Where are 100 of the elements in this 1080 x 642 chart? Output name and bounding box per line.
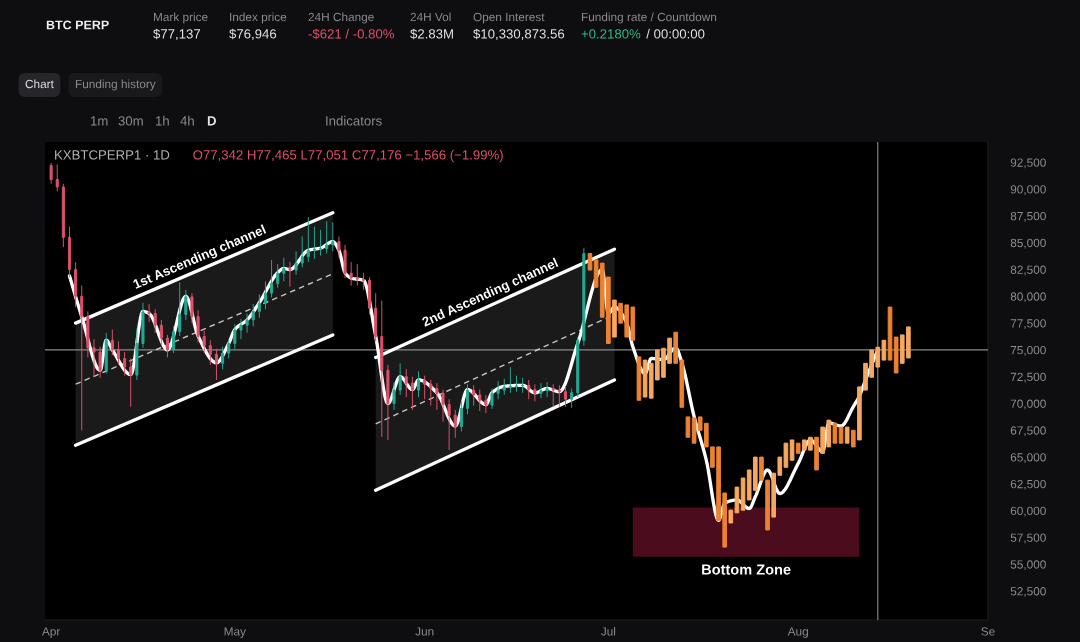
x-tick-label: Aug (787, 627, 808, 638)
candlestick (484, 394, 488, 414)
candlestick (612, 299, 617, 338)
candlestick (636, 356, 642, 401)
candlestick (527, 379, 531, 400)
y-tick-label: 77,500 (1010, 319, 1046, 329)
candlestick (159, 319, 163, 347)
text: -$621 / -0.80% (308, 28, 395, 40)
candlestick (508, 366, 512, 394)
candlestick (104, 332, 108, 374)
candlestick (789, 439, 795, 461)
candlestick (325, 220, 329, 254)
candlestick (245, 312, 249, 334)
text: 1h (156, 115, 169, 126)
candlestick (410, 376, 414, 411)
candlestick (196, 309, 200, 343)
candlestick (514, 375, 519, 393)
candlestick (67, 226, 72, 278)
candlestick (850, 429, 856, 448)
candlestick (141, 302, 145, 349)
candlestick (539, 382, 543, 399)
candlestick (453, 409, 457, 439)
candlestick (417, 370, 421, 398)
candlestick (86, 310, 90, 358)
candlestick (490, 388, 494, 410)
text: $77,137 (153, 28, 201, 41)
text: 30m (118, 116, 143, 126)
candlestick (844, 426, 850, 444)
text: Indicators (326, 115, 382, 126)
y-tick-label: 85,000 (1010, 238, 1046, 249)
candlestick (587, 252, 593, 271)
candlestick (533, 383, 537, 402)
candlestick (270, 259, 274, 298)
text: $10,330,873.56 (473, 28, 565, 41)
x-tick-label: Jul (600, 626, 616, 636)
text: Funding history (75, 79, 156, 91)
text: / 00:00:00 (646, 28, 705, 39)
candlestick (184, 289, 188, 321)
y-tick-label: 55,000 (1010, 560, 1046, 571)
candlestick (398, 362, 402, 396)
text: Funding rate / Countdown (581, 12, 717, 24)
text: Bottom Zone (702, 564, 791, 575)
candlestick (832, 422, 838, 444)
y-tick-label: 70,000 (1010, 399, 1046, 410)
candlestick (263, 280, 267, 310)
candlestick (392, 381, 396, 411)
text: Index price (230, 12, 287, 24)
text: 24H Vol (410, 12, 451, 22)
candlestick (172, 325, 176, 354)
candlestick (685, 416, 691, 438)
x-tick-label: Apr (41, 627, 61, 638)
candlestick (570, 388, 574, 409)
candlestick (221, 346, 225, 370)
y-tick-label: 80,000 (1010, 292, 1046, 303)
candlestick (251, 303, 255, 327)
candlestick (116, 340, 121, 366)
text: Open Interest (473, 12, 545, 24)
candlestick (472, 384, 476, 407)
candlestick (80, 285, 84, 431)
candlestick (92, 338, 96, 378)
candlestick (380, 300, 384, 438)
text: $76,946 (229, 28, 277, 41)
candlestick (423, 375, 427, 400)
candlestick (288, 261, 292, 288)
y-tick-label: 57,500 (1010, 533, 1046, 544)
candlestick (404, 368, 408, 398)
candlestick (441, 389, 445, 423)
candlestick (214, 348, 218, 381)
candlestick (361, 272, 365, 291)
candlestick (374, 292, 378, 342)
candlestick (343, 244, 347, 279)
candlestick (306, 216, 310, 263)
candlestick (74, 261, 78, 308)
candlestick (319, 229, 323, 257)
candlestick (49, 162, 53, 185)
candlestick (233, 323, 237, 350)
candlestick (337, 235, 341, 259)
candlestick (282, 257, 286, 282)
candlestick (239, 318, 243, 340)
candlestick (110, 329, 114, 356)
candlestick (521, 377, 525, 394)
candlestick (331, 221, 335, 252)
y-tick-label: 92,500 (1010, 158, 1046, 169)
candlestick (563, 385, 568, 408)
x-tick-label: Jun (415, 627, 434, 636)
candlestick (814, 436, 819, 471)
y-tick-label: 72,500 (1010, 372, 1046, 383)
text: +0.2180% (581, 29, 641, 39)
candlestick (795, 442, 801, 454)
candlestick (208, 339, 212, 366)
annotation: O77,342 H77,465 L77,051 C77,176 −1,566 (−1.99%) (193, 149, 503, 163)
y-tick-label: 52,500 (1010, 587, 1046, 597)
candlestick (502, 378, 506, 396)
candlestick (300, 235, 304, 268)
y-tick-label: 67,500 (1010, 426, 1046, 437)
text: $2.83M (410, 28, 453, 40)
y-tick-label: 87,500 (1010, 211, 1046, 222)
chart-subtitle: KXBTCPERP1 · 1D (55, 150, 170, 160)
candlestick (98, 346, 102, 379)
text: Chart (25, 79, 54, 89)
